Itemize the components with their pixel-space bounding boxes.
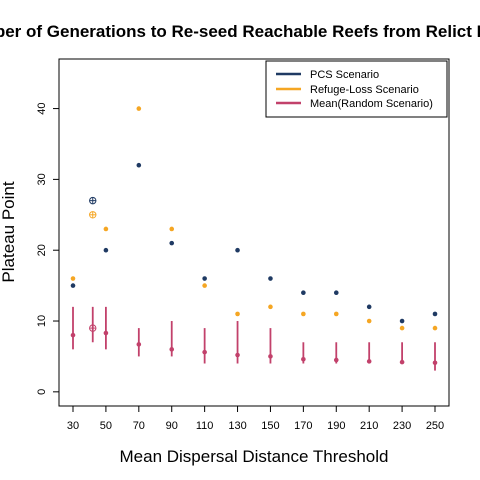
x-tick-label: 150 bbox=[261, 420, 279, 432]
refuge-loss-point bbox=[432, 325, 438, 331]
plot-area-border bbox=[58, 58, 450, 407]
x-tick-label: 30 bbox=[67, 420, 79, 432]
pcs-point bbox=[333, 290, 339, 295]
legend-label-random-mean: Mean(Random Scenario) bbox=[310, 98, 433, 110]
random-mean-point bbox=[366, 359, 372, 364]
pcs-point bbox=[169, 240, 175, 246]
x-axis-label: Mean Dispersal Distance Threshold bbox=[120, 447, 389, 466]
y-tick-label: 40 bbox=[36, 102, 48, 114]
refuge-loss-extra-point bbox=[89, 211, 97, 219]
legend-label-pcs: PCS Scenario bbox=[310, 69, 379, 81]
pcs-extra-point bbox=[89, 196, 97, 205]
pcs-point bbox=[103, 247, 109, 253]
x-tick-label: 110 bbox=[196, 420, 214, 432]
refuge-loss-point bbox=[301, 311, 306, 317]
x-tick-label: 90 bbox=[166, 420, 178, 432]
random-mean-point bbox=[169, 347, 175, 352]
refuge-loss-point bbox=[268, 304, 273, 310]
random-mean-extra-point bbox=[89, 324, 97, 332]
random-mean-point bbox=[333, 357, 339, 363]
pcs-point bbox=[432, 311, 438, 317]
random-mean-point bbox=[235, 352, 240, 358]
pcs-point bbox=[202, 276, 207, 281]
refuge-loss-point bbox=[70, 276, 76, 281]
pcs-point bbox=[235, 247, 240, 253]
x-tick-label: 190 bbox=[327, 420, 345, 432]
x-tick-label: 70 bbox=[133, 420, 145, 432]
random-mean-point bbox=[202, 349, 207, 355]
x-tick-label: 50 bbox=[100, 420, 112, 432]
x-tick-label: 210 bbox=[360, 420, 378, 432]
pcs-point bbox=[268, 276, 273, 281]
pcs-point bbox=[366, 304, 372, 310]
refuge-loss-point bbox=[366, 318, 372, 324]
refuge-loss-point bbox=[103, 226, 109, 232]
pcs-point bbox=[301, 290, 306, 295]
pcs-point bbox=[399, 318, 405, 324]
random-mean-point bbox=[103, 330, 109, 336]
legend-label-refuge-loss: Refuge-Loss Scenario bbox=[310, 84, 419, 96]
random-mean-point bbox=[136, 342, 142, 347]
y-tick-label: 30 bbox=[36, 173, 48, 185]
refuge-loss-point bbox=[202, 283, 207, 288]
y-tick-label: 10 bbox=[36, 315, 48, 327]
x-tick-label: 170 bbox=[294, 420, 312, 432]
pcs-point bbox=[136, 162, 142, 168]
x-tick-label: 130 bbox=[228, 420, 246, 432]
random-mean-point bbox=[432, 360, 438, 366]
refuge-loss-point bbox=[169, 226, 175, 232]
random-mean-point bbox=[268, 354, 273, 359]
y-tick-label: 20 bbox=[36, 244, 48, 256]
random-mean-point bbox=[70, 332, 76, 338]
refuge-loss-point bbox=[333, 311, 339, 317]
refuge-loss-point bbox=[136, 106, 142, 111]
data-marks bbox=[70, 106, 438, 371]
x-tick-label: 250 bbox=[426, 420, 444, 432]
pcs-point bbox=[70, 283, 76, 288]
x-tick-label: 230 bbox=[393, 420, 411, 432]
chart-title: Number of Generations to Re-seed Reachab… bbox=[0, 22, 480, 41]
refuge-loss-point bbox=[399, 325, 405, 331]
y-axis: 0 10 20 30 40 bbox=[36, 102, 59, 395]
random-mean-point bbox=[301, 356, 306, 362]
y-tick-label: 0 bbox=[36, 389, 48, 395]
legend: PCS Scenario Refuge-Loss Scenario Mean(R… bbox=[265, 60, 448, 118]
refuge-loss-point bbox=[235, 311, 240, 317]
x-axis: 30 50 70 90 110 130 150 170 190 210 230 250 bbox=[67, 406, 444, 432]
y-axis-label: Plateau Point bbox=[0, 181, 18, 282]
random-mean-point bbox=[399, 359, 405, 365]
